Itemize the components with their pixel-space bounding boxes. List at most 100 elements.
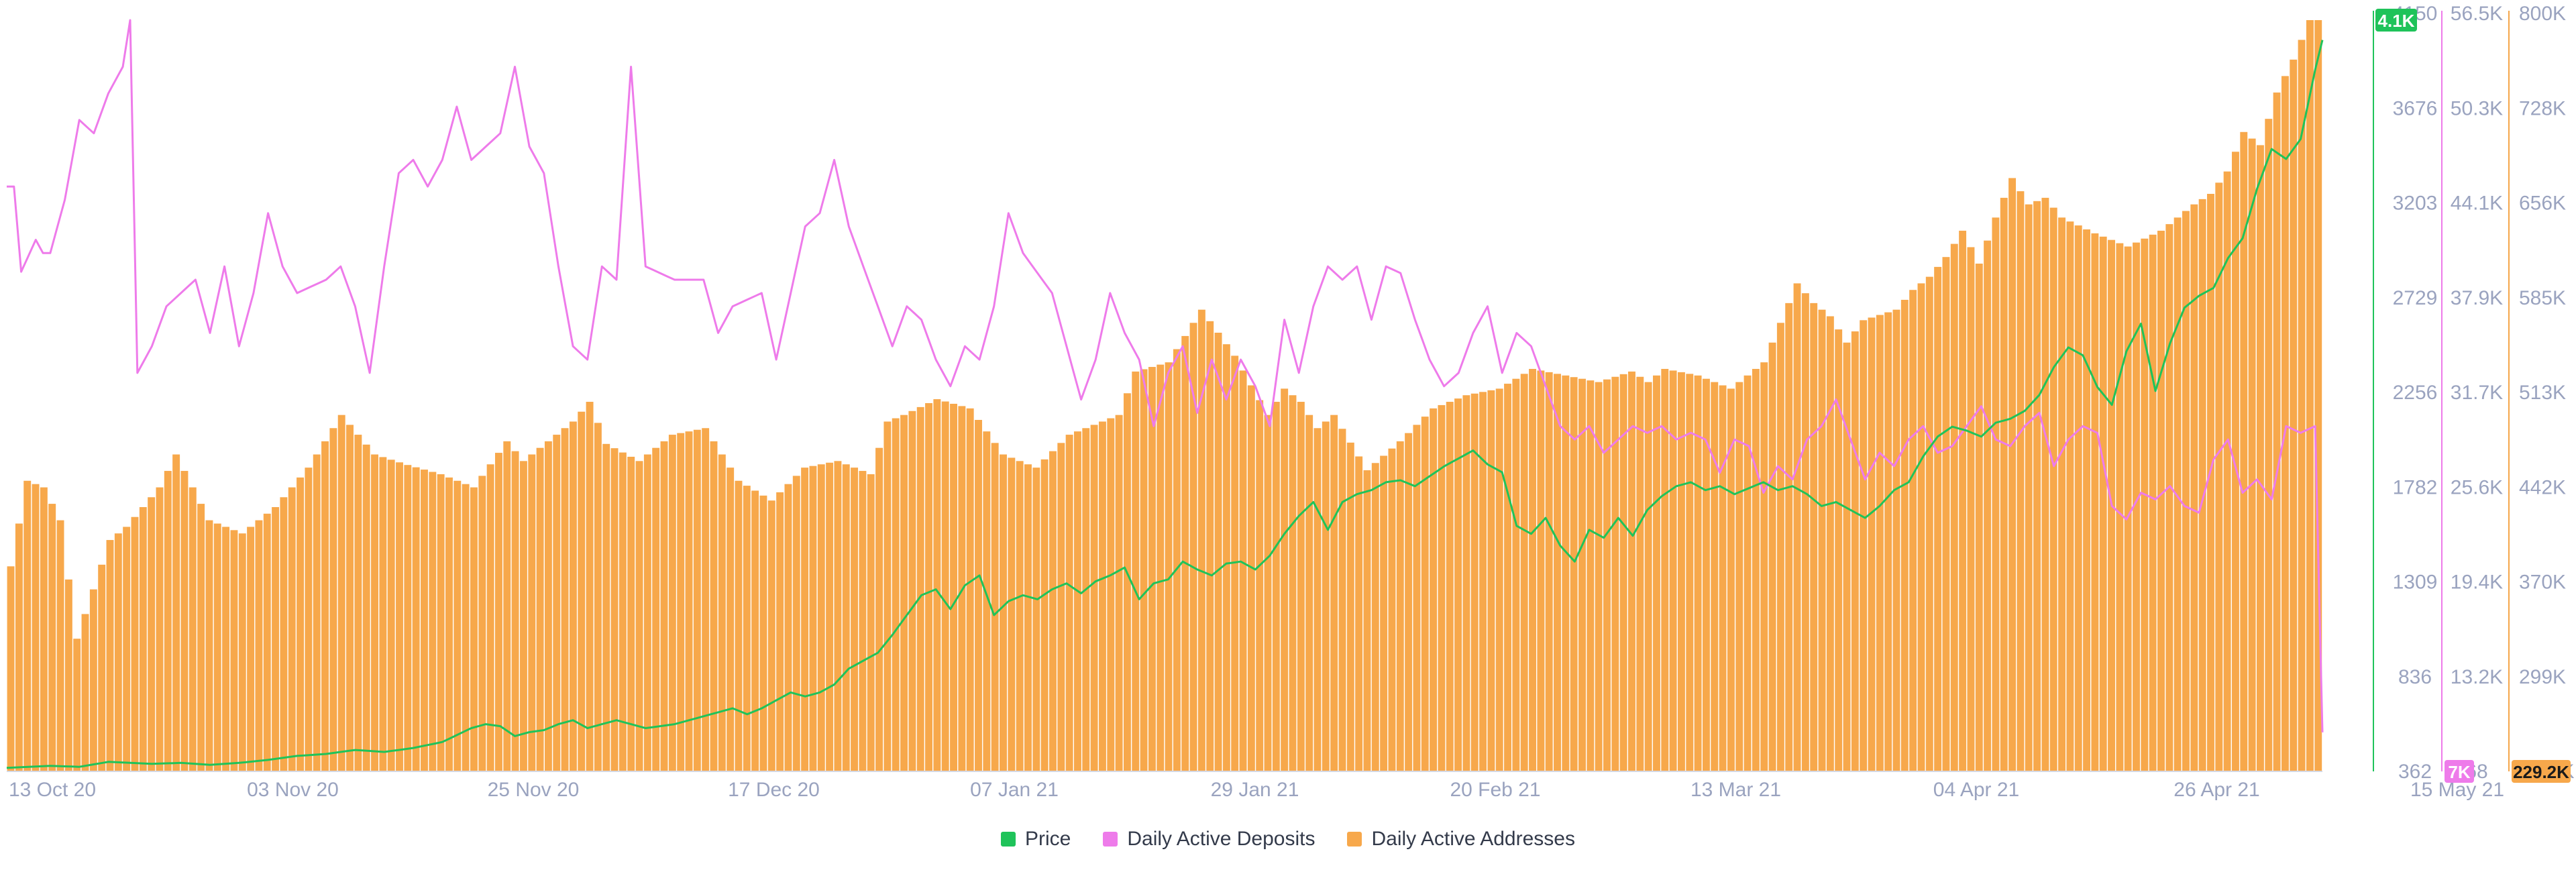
- address-bar: [892, 418, 900, 771]
- legend-item-deposits[interactable]: Daily Active Deposits: [1103, 828, 1315, 851]
- address-bar: [1073, 431, 1081, 771]
- address-bar: [1743, 375, 1752, 771]
- address-bar: [1611, 376, 1619, 771]
- address-bar: [1776, 323, 1784, 771]
- address-bar: [1082, 428, 1090, 771]
- address-bar: [528, 454, 536, 771]
- address-bar: [1264, 415, 1272, 771]
- address-bar: [2281, 76, 2289, 771]
- address-bar: [1040, 459, 1049, 771]
- address-bar: [1587, 380, 1595, 771]
- address-bar: [784, 484, 792, 771]
- address-bar: [148, 497, 156, 771]
- deposits-tick-label: 31.7K: [2451, 382, 2503, 404]
- address-bar: [602, 443, 610, 771]
- address-bar: [2033, 201, 2041, 771]
- address-bar: [875, 447, 883, 771]
- x-tick-label: 29 Jan 21: [1211, 779, 1299, 801]
- address-bar: [536, 447, 544, 771]
- addresses-current-badge-text: 229.2K: [2513, 762, 2569, 782]
- address-bar: [2174, 217, 2182, 771]
- address-bar: [255, 520, 263, 771]
- address-bar: [362, 444, 370, 771]
- address-bar: [23, 480, 32, 771]
- legend-label-deposits: Daily Active Deposits: [1127, 828, 1316, 850]
- address-bar: [1222, 344, 1230, 771]
- address-bar: [1413, 425, 1421, 771]
- address-bar: [15, 523, 23, 771]
- address-bar: [1239, 370, 1247, 771]
- address-bar: [569, 421, 577, 771]
- address-bar: [429, 472, 437, 771]
- addresses-tick-label: 442K: [2519, 476, 2566, 498]
- address-bar: [1470, 393, 1479, 771]
- address-bar: [156, 487, 164, 771]
- address-bar: [950, 403, 957, 771]
- address-bar: [1016, 461, 1024, 771]
- address-bar: [379, 457, 387, 771]
- addresses-tick-label: 728K: [2519, 97, 2566, 119]
- address-bar: [56, 520, 64, 771]
- address-bar: [2049, 207, 2057, 771]
- address-bar: [842, 464, 850, 771]
- address-bar: [396, 462, 403, 771]
- addresses-tick-label: 800K: [2519, 3, 2566, 25]
- address-bar: [1711, 382, 1719, 771]
- address-bar: [826, 462, 834, 771]
- address-bar: [337, 415, 345, 771]
- address-bar: [1380, 455, 1388, 771]
- address-bar: [2124, 246, 2132, 771]
- address-bar: [2190, 204, 2198, 771]
- deposits-current-badge-text: 7K: [2448, 762, 2470, 782]
- address-bar: [1330, 415, 1338, 771]
- address-bar: [1570, 377, 1578, 771]
- deposits-tick-label: 19.4K: [2451, 571, 2503, 594]
- address-bar: [1338, 429, 1346, 771]
- address-bar: [73, 639, 81, 771]
- address-bar: [1628, 371, 1635, 771]
- address-bar: [2256, 145, 2264, 771]
- legend-item-addresses[interactable]: Daily Active Addresses: [1347, 828, 1575, 851]
- price-tick-label: 836: [2398, 666, 2432, 688]
- address-bar: [867, 474, 875, 771]
- address-bar: [561, 428, 569, 771]
- address-bar: [213, 523, 221, 771]
- address-bar: [635, 461, 643, 771]
- address-bar: [859, 471, 867, 771]
- address-bar: [7, 566, 15, 771]
- address-bar: [2058, 217, 2066, 771]
- address-bar: [1876, 315, 1884, 771]
- address-bar: [1925, 276, 1933, 771]
- deposits-tick-label: 50.3K: [2451, 97, 2503, 119]
- address-bar: [404, 465, 412, 771]
- deposits-tick-label: 56.5K: [2451, 3, 2503, 25]
- address-bar: [1256, 400, 1264, 771]
- address-bar: [180, 471, 189, 771]
- address-bar: [1090, 425, 1098, 771]
- address-bar: [1785, 303, 1793, 771]
- address-bar: [1388, 448, 1396, 771]
- address-bar: [1752, 368, 1760, 771]
- address-bar: [1173, 349, 1181, 771]
- deposits-line: [7, 19, 2324, 732]
- address-bar: [2223, 171, 2231, 771]
- address-bar: [89, 589, 97, 771]
- address-bar: [2306, 20, 2314, 771]
- address-bar: [1959, 230, 1967, 771]
- address-bar: [1487, 390, 1495, 771]
- address-bar: [718, 454, 726, 771]
- address-bar: [1702, 378, 1710, 771]
- address-bar: [164, 471, 172, 771]
- address-bar: [272, 507, 280, 771]
- address-bar: [470, 487, 478, 771]
- address-bar: [1644, 382, 1652, 771]
- address-bar: [1727, 388, 1735, 771]
- address-bar: [2133, 242, 2140, 772]
- address-bar: [801, 468, 809, 771]
- legend-item-price[interactable]: Price: [1001, 828, 1071, 851]
- address-bar: [1554, 374, 1561, 771]
- address-bar: [776, 492, 784, 771]
- address-bar: [1793, 283, 1801, 771]
- price-tick-label: 1309: [2393, 571, 2438, 594]
- legend-label-addresses: Daily Active Addresses: [1371, 828, 1575, 850]
